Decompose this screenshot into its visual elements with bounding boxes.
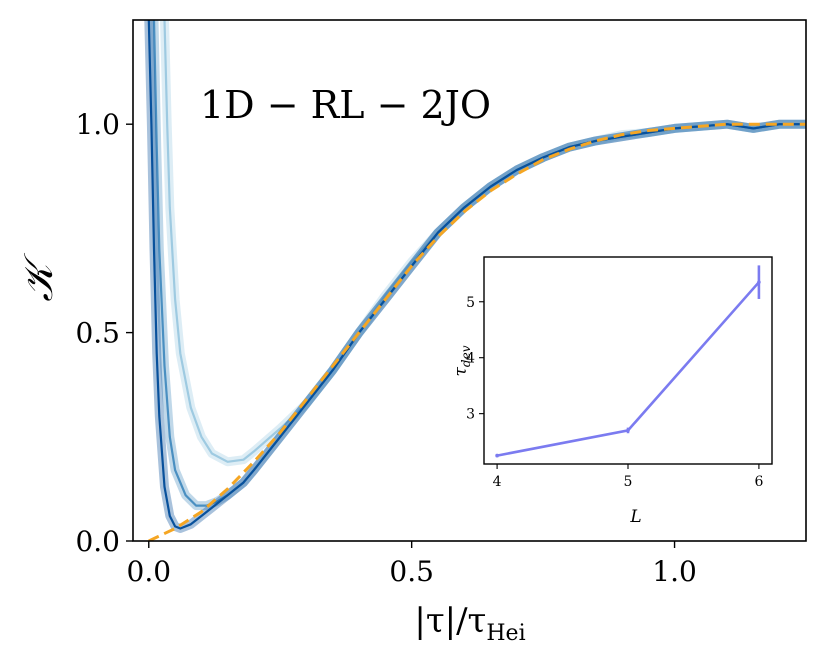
inset-x-tick-label: 6 xyxy=(754,474,763,490)
inset-data-point xyxy=(757,280,761,284)
inset-y-tick-label: 3 xyxy=(466,407,475,423)
inset-x-axis-label: L xyxy=(629,507,641,527)
inset-x-tick-label: 4 xyxy=(493,474,502,490)
main-x-axis-label: |τ|/τHei xyxy=(414,601,525,646)
inset-y-axis-label-main: τ xyxy=(451,366,471,376)
annotation-label: 1D − RL − 2JO xyxy=(200,83,491,127)
main-plot-frame xyxy=(132,19,807,542)
inset-data-point xyxy=(495,453,499,458)
main-x-tick-label: 0.0 xyxy=(127,555,172,588)
inset-data-point xyxy=(626,428,630,433)
inset-y-ticks: 3 4 5 xyxy=(466,295,484,423)
inset-y-axis-label-subscript: dev xyxy=(459,345,473,367)
main-x-tick-label: 0.5 xyxy=(389,555,434,588)
main-y-tick-label: 1.0 xyxy=(75,108,120,141)
inset-x-tick-label: 5 xyxy=(624,474,633,490)
main-x-ticks: 0.0 0.5 1.0 xyxy=(127,541,697,588)
reference-curve-dashed xyxy=(148,122,806,541)
main-x-tick-label: 1.0 xyxy=(652,555,697,588)
inset-y-tick-label: 5 xyxy=(466,295,475,311)
main-axes: 0.0 0.5 1.0 0.0 0.5 1.0 1D − RL − 2JO 𝒦 |τ|/… xyxy=(16,19,807,646)
main-x-axis-label-subscript: Hei xyxy=(486,621,525,646)
main-y-axis-label: 𝒦 xyxy=(16,253,62,302)
inset-series-group xyxy=(495,265,761,458)
inset-y-tick-label: 4 xyxy=(466,351,475,367)
main-y-tick-label: 0.0 xyxy=(75,525,120,558)
inset-x-ticks: 4 5 6 xyxy=(493,464,763,490)
main-y-tick-label: 0.5 xyxy=(75,317,120,350)
main-series-group xyxy=(144,20,806,541)
inset-axes: 4 5 6 3 4 5 L τdev xyxy=(451,256,773,527)
main-x-axis-label-main: |τ|/τ xyxy=(414,601,486,641)
inset-y-axis-label: τdev xyxy=(451,345,473,376)
main-y-ticks: 0.0 0.5 1.0 xyxy=(75,108,133,558)
